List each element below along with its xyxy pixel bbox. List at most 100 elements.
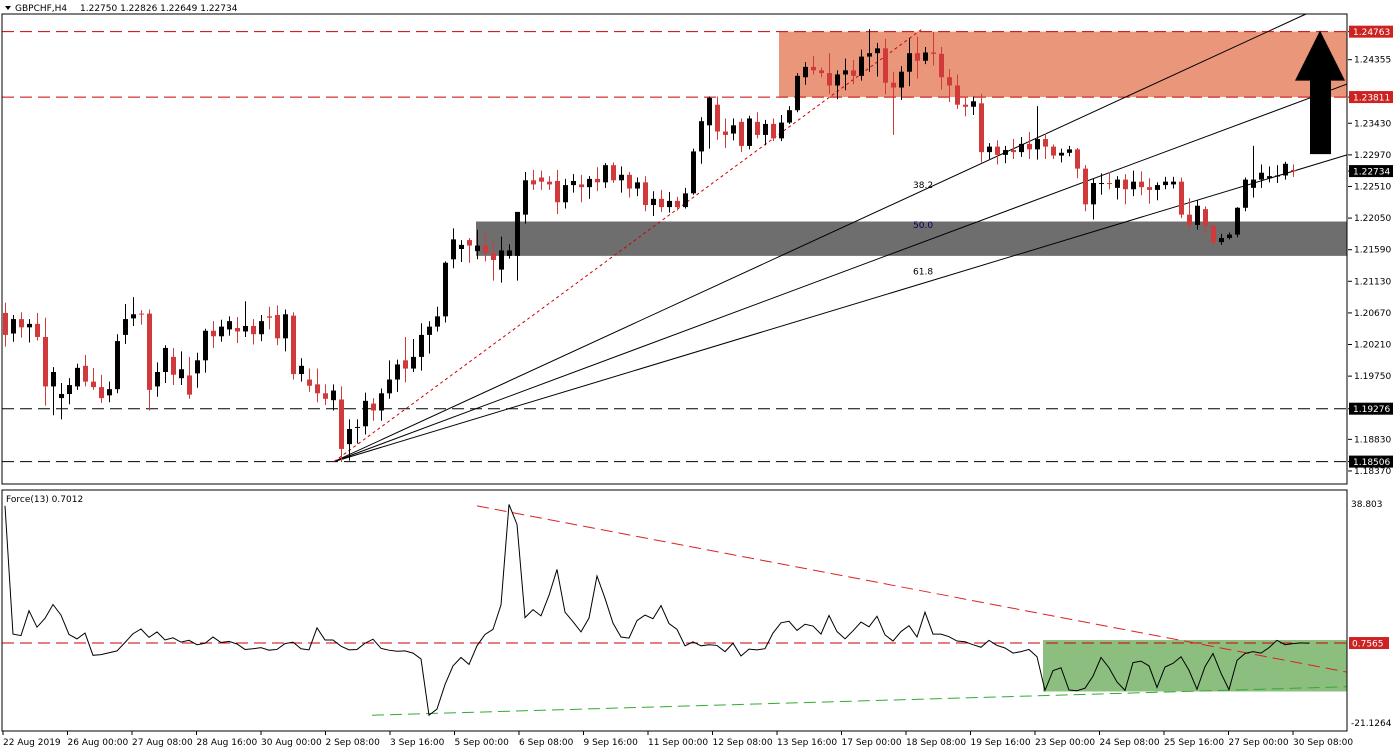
candle[interactable] — [195, 352, 200, 388]
candle[interactable] — [771, 118, 776, 142]
candle[interactable] — [1187, 198, 1192, 229]
candle[interactable] — [235, 317, 240, 344]
candle[interactable] — [299, 358, 304, 382]
candle[interactable] — [227, 316, 232, 336]
candle[interactable] — [427, 321, 432, 354]
candle[interactable] — [827, 53, 832, 94]
candle[interactable] — [147, 309, 152, 411]
candle[interactable] — [643, 176, 648, 212]
candle[interactable] — [1283, 161, 1288, 180]
candle[interactable] — [787, 106, 792, 124]
candle[interactable] — [803, 62, 808, 85]
candle[interactable] — [515, 211, 520, 281]
candle[interactable] — [851, 60, 856, 85]
candle[interactable] — [1211, 224, 1216, 246]
candle[interactable] — [699, 117, 704, 164]
candle[interactable] — [179, 351, 184, 386]
candle[interactable] — [1235, 207, 1240, 238]
candle[interactable] — [211, 321, 216, 348]
candle[interactable] — [115, 334, 120, 394]
candle[interactable] — [579, 174, 584, 203]
candle[interactable] — [1243, 177, 1248, 212]
candle[interactable] — [203, 328, 208, 373]
candle[interactable] — [691, 148, 696, 195]
candle[interactable] — [819, 67, 824, 78]
candle[interactable] — [1019, 136, 1024, 157]
candle[interactable] — [411, 339, 416, 372]
candle[interactable] — [675, 196, 680, 211]
candle[interactable] — [387, 360, 392, 399]
candle[interactable] — [627, 172, 632, 198]
candle[interactable] — [35, 312, 40, 341]
candle[interactable] — [467, 238, 472, 263]
candle[interactable] — [763, 119, 768, 146]
candle[interactable] — [1067, 145, 1072, 157]
candle[interactable] — [163, 345, 168, 383]
candle[interactable] — [1011, 139, 1016, 159]
candle[interactable] — [1291, 164, 1296, 177]
candle[interactable] — [1027, 132, 1032, 159]
candle[interactable] — [619, 166, 624, 193]
candle[interactable] — [395, 359, 400, 392]
candle[interactable] — [595, 167, 600, 192]
candle[interactable] — [843, 58, 848, 91]
candle[interactable] — [1219, 233, 1224, 245]
candle[interactable] — [363, 392, 368, 435]
candle[interactable] — [659, 189, 664, 212]
candle[interactable] — [1155, 182, 1160, 201]
candle[interactable] — [171, 347, 176, 386]
dropdown-triangle-icon[interactable] — [5, 6, 11, 10]
candle[interactable] — [1251, 145, 1256, 198]
candle[interactable] — [1115, 176, 1120, 200]
candle[interactable] — [435, 306, 440, 332]
candle[interactable] — [915, 36, 920, 79]
candle[interactable] — [315, 368, 320, 403]
candle[interactable] — [419, 323, 424, 371]
candle[interactable] — [611, 162, 616, 184]
candle[interactable] — [491, 242, 496, 281]
candle[interactable] — [307, 368, 312, 392]
candle[interactable] — [1195, 200, 1200, 230]
candle[interactable] — [603, 163, 608, 188]
candle[interactable] — [91, 367, 96, 390]
candle[interactable] — [451, 228, 456, 269]
candle[interactable] — [795, 73, 800, 113]
candle[interactable] — [27, 319, 32, 343]
candle[interactable] — [883, 38, 888, 95]
candle[interactable] — [859, 49, 864, 81]
candle[interactable] — [587, 176, 592, 199]
candle[interactable] — [459, 240, 464, 263]
candle[interactable] — [1107, 172, 1112, 190]
candle[interactable] — [499, 236, 504, 283]
candle[interactable] — [403, 336, 408, 383]
candle[interactable] — [683, 187, 688, 209]
candle[interactable] — [739, 118, 744, 153]
candle[interactable] — [971, 96, 976, 116]
candle[interactable] — [275, 305, 280, 346]
candle[interactable] — [99, 374, 104, 403]
candle[interactable] — [131, 297, 136, 326]
candle[interactable] — [907, 38, 912, 87]
candle[interactable] — [987, 143, 992, 159]
candle[interactable] — [747, 115, 752, 150]
candle[interactable] — [1171, 176, 1176, 189]
candle[interactable] — [899, 66, 904, 100]
candle[interactable] — [715, 96, 720, 140]
candle[interactable] — [51, 367, 56, 416]
candle[interactable] — [11, 314, 16, 342]
candle[interactable] — [75, 363, 80, 390]
candle[interactable] — [1139, 171, 1144, 196]
candle[interactable] — [1091, 178, 1096, 220]
candle[interactable] — [259, 314, 264, 342]
candle[interactable] — [667, 191, 672, 213]
candle[interactable] — [1163, 176, 1168, 190]
candle[interactable] — [723, 118, 728, 148]
candle[interactable] — [371, 398, 376, 421]
candle[interactable] — [1051, 144, 1056, 159]
candle[interactable] — [155, 362, 160, 397]
candle[interactable] — [187, 356, 192, 399]
candle[interactable] — [1075, 147, 1080, 179]
candle[interactable] — [755, 112, 760, 139]
candle[interactable] — [347, 419, 352, 461]
candle[interactable] — [1131, 170, 1136, 197]
